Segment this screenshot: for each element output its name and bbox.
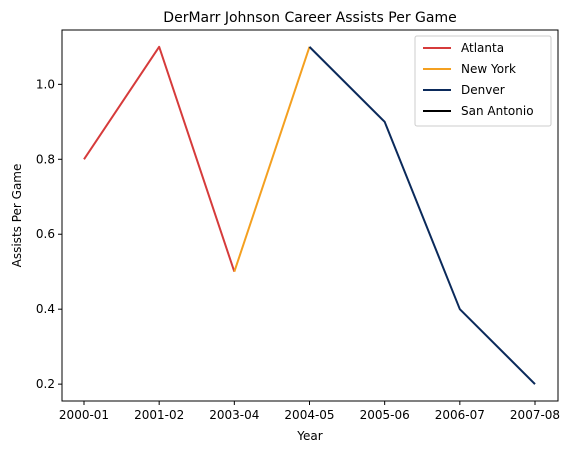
legend-label-san-antonio: San Antonio <box>461 104 534 118</box>
x-tick-label: 2000-01 <box>59 408 109 422</box>
y-tick-label: 0.6 <box>36 227 55 241</box>
series-line-atlanta <box>83 45 236 273</box>
series-line-new-york <box>233 46 311 273</box>
x-axis: 2000-01 2001-02 2003-04 2004-05 2005-06 2006-… <box>59 401 560 422</box>
x-axis-label: Year <box>296 429 322 443</box>
y-tick-label: 0.8 <box>36 152 55 166</box>
series-layer <box>83 45 536 385</box>
y-axis-label: Assists Per Game <box>10 164 24 268</box>
y-tick-label: 0.4 <box>36 302 55 316</box>
legend-label-new-york: New York <box>461 62 516 76</box>
y-axis: 0.2 0.4 0.6 0.8 1.0 <box>36 77 62 391</box>
x-tick-label: 2004-05 <box>284 408 334 422</box>
x-tick-label: 2007-08 <box>510 408 560 422</box>
legend-label-atlanta: Atlanta <box>461 41 504 55</box>
x-tick-label: 2001-02 <box>134 408 184 422</box>
x-tick-label: 2003-04 <box>209 408 259 422</box>
x-tick-label: 2006-07 <box>435 408 485 422</box>
legend-frame <box>414 35 552 127</box>
chart-title: DerMarr Johnson Career Assists Per Game <box>163 10 456 26</box>
y-tick-label: 0.2 <box>36 377 55 391</box>
x-tick-label: 2005-06 <box>360 408 410 422</box>
series-line-denver <box>308 46 536 385</box>
legend: Atlanta New York Denver San Antonio <box>414 35 552 127</box>
y-tick-label: 1.0 <box>36 77 55 91</box>
legend-label-denver: Denver <box>461 83 505 97</box>
